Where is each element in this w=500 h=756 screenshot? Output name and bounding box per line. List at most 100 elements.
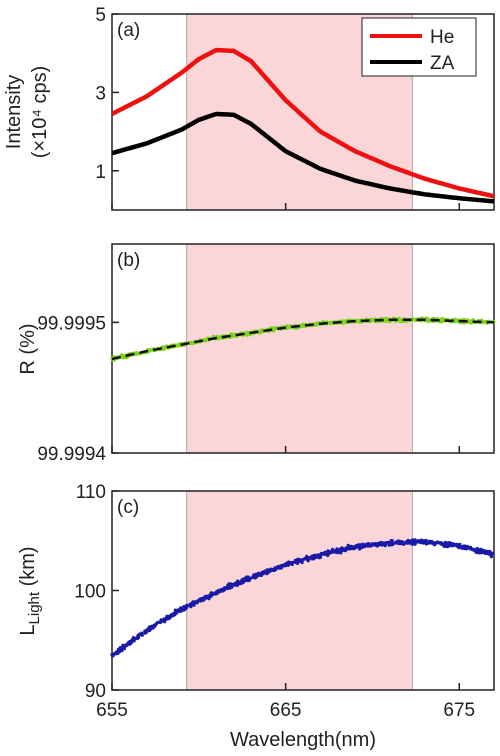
data-point [448, 541, 452, 545]
data-point [441, 319, 445, 323]
panel-a-label: (a) [117, 20, 140, 41]
data-point [488, 549, 492, 554]
data-point [203, 595, 207, 599]
data-point [436, 540, 440, 544]
y-tick-label: 99.9994 [37, 444, 106, 465]
panel-c-light-length: 90 100 110 (c) LLight (km) 655 665 675 Wavel… [17, 482, 495, 751]
data-point [339, 551, 343, 555]
data-point [245, 330, 249, 334]
data-point [322, 551, 326, 555]
legend-box [361, 17, 477, 77]
data-point [290, 561, 294, 565]
data-point [131, 636, 136, 640]
data-point [121, 646, 125, 650]
data-point [371, 318, 375, 322]
data-point [439, 542, 444, 546]
data-point [469, 319, 473, 323]
data-point [421, 541, 425, 545]
data-point [168, 615, 172, 619]
data-point [389, 540, 393, 545]
data-point [298, 559, 303, 563]
data-point [151, 624, 155, 628]
y-tick-label: 110 [76, 482, 106, 503]
panel-b-shaded-region [186, 243, 413, 454]
data-point [183, 607, 187, 611]
data-point [211, 334, 215, 338]
panel-a-series [110, 47, 495, 204]
data-point [140, 632, 144, 636]
panel-a-y-axis-unit: (×10⁴ cps) [29, 66, 51, 159]
y-tick-label: 99.9995 [37, 313, 106, 334]
series-line-he [110, 47, 495, 199]
data-point [239, 580, 243, 585]
data-point [371, 542, 375, 546]
data-point [312, 554, 316, 559]
data-point [179, 606, 183, 610]
y-tick-label: 100 [74, 582, 106, 603]
panel-a-intensity: 1 3 5 (a) Intensity (×10⁴ cps) He ZA [3, 5, 495, 211]
data-point [189, 605, 193, 609]
data-point [280, 566, 284, 570]
data-point [310, 557, 314, 561]
panel-b-y-axis-title: R (%) [17, 323, 39, 374]
data-point [199, 597, 204, 601]
panel-a-y-axis-title: Intensity [3, 75, 25, 149]
data-point [216, 336, 220, 340]
data-point [424, 538, 428, 543]
data-point [120, 353, 124, 357]
series-line-za [111, 111, 495, 204]
panel-a-legend: He ZA [361, 17, 477, 77]
legend-label-he: He [430, 27, 454, 48]
data-point [404, 541, 408, 545]
data-point [252, 575, 256, 579]
data-point [245, 575, 249, 579]
data-point [445, 542, 449, 546]
panel-c-y-ticks: 90 100 110 [74, 482, 461, 702]
data-point [341, 319, 345, 323]
data-point [413, 538, 417, 542]
data-point [457, 544, 461, 548]
data-point [276, 566, 280, 570]
data-point [327, 550, 331, 554]
data-point [113, 651, 117, 656]
panel-c-y-axis-unit: (km) [17, 546, 39, 592]
data-point [175, 609, 179, 613]
panel-c-series [110, 538, 495, 658]
legend-label-za: ZA [430, 53, 455, 74]
data-point [269, 568, 273, 572]
data-point [136, 636, 140, 641]
data-point [123, 644, 127, 648]
data-point [380, 541, 385, 545]
panel-b-y-ticks: 99.9994 99.9995 [37, 313, 461, 465]
data-point [229, 582, 233, 586]
data-point [461, 546, 465, 550]
data-point [442, 544, 447, 549]
panel-c-label: (c) [117, 497, 139, 518]
data-point [489, 552, 494, 557]
data-point [176, 343, 180, 347]
data-point [148, 628, 152, 632]
x-axis-title: Wavelength(nm) [230, 729, 376, 751]
data-point [359, 544, 363, 548]
panel-b-reflectivity: 99.9994 99.9995 (b) R (%) [17, 243, 496, 465]
data-point [464, 546, 468, 551]
data-point [220, 587, 224, 591]
data-point [375, 544, 379, 548]
data-point [424, 542, 428, 546]
data-point [364, 542, 368, 546]
panel-b-label: (b) [117, 250, 140, 271]
panel-c-y-axis-subscript: Light [26, 591, 43, 624]
data-point [399, 540, 403, 544]
panel-b-frame [111, 243, 495, 454]
data-point [131, 638, 135, 643]
data-point [432, 542, 436, 546]
panel-b-series [110, 316, 496, 362]
data-point [226, 583, 230, 587]
data-point [282, 563, 286, 567]
data-point [260, 570, 264, 574]
data-point [207, 594, 212, 598]
data-point [481, 320, 485, 324]
data-point [426, 318, 430, 322]
data-point [386, 317, 390, 321]
